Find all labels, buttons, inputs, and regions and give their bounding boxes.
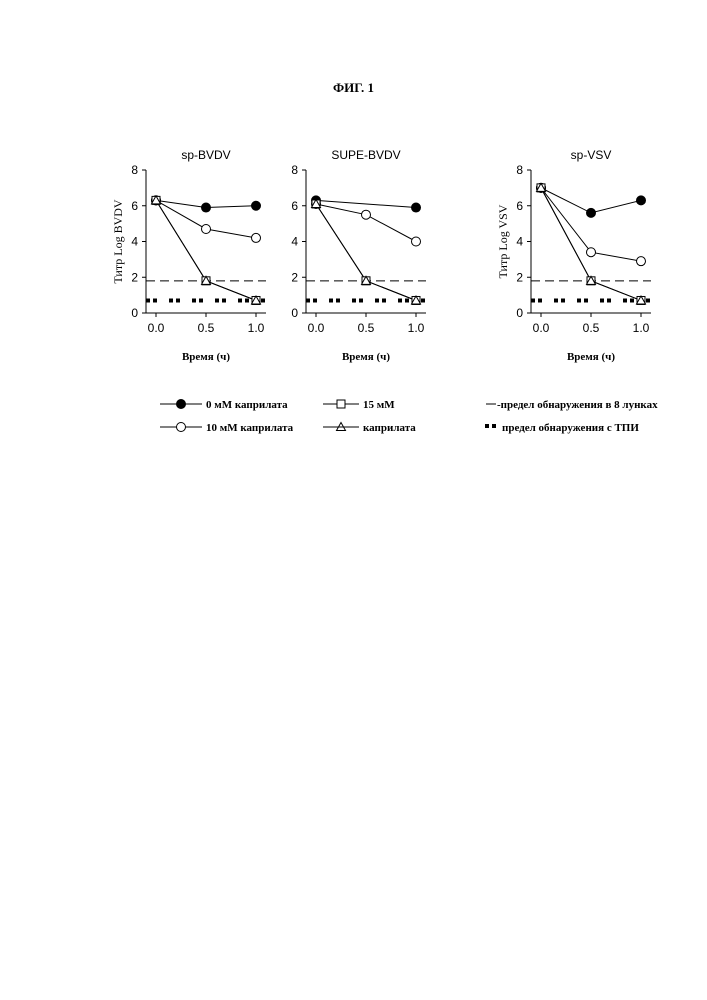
series-2-point (252, 233, 261, 242)
panel-2: SUPE-BVDV 0 2 4 6 8 0.0 0.5 1.0 Время (ч) (291, 148, 426, 363)
panel-title: sp-BVDV (181, 148, 230, 162)
legend-item: 10 мМ каприлата (160, 422, 294, 434)
y-tick-label: 2 (516, 270, 523, 284)
y-tick-label: 4 (131, 235, 138, 249)
legend-label: 10 мМ каприлата (206, 422, 294, 434)
legend-item: -предел обнаружения в 8 лунках (486, 399, 658, 411)
y-tick-label: 6 (291, 199, 298, 213)
series-2-line (316, 204, 416, 242)
x-axis-label: Время (ч) (182, 351, 230, 363)
y-tick-label: 0 (131, 306, 138, 320)
x-tick-label: 0.5 (358, 321, 375, 335)
series-2-point (637, 257, 646, 266)
series-2-point-shape (252, 233, 261, 242)
series-2-point (587, 248, 596, 257)
series-2-point-shape (587, 248, 596, 257)
legend-label: 15 мМ (363, 399, 395, 411)
series-1-point (252, 201, 261, 210)
y-tick-label: 0 (291, 306, 298, 320)
panel-title: sp-VSV (571, 148, 612, 162)
legend-dot-marker (485, 424, 489, 428)
legend-item: предел обнаружения с ТПИ (485, 422, 639, 434)
legend-marker-shape (177, 400, 186, 409)
series-1-point (412, 203, 421, 212)
legend: 0 мМ каприлата 10 мМ каприлата 15 мМ каприл… (160, 399, 658, 434)
series-2-point-shape (202, 224, 211, 233)
y-tick-label: 8 (516, 163, 523, 177)
series-2-point (412, 237, 421, 246)
x-axis-label: Время (ч) (342, 351, 390, 363)
x-tick-label: 1.0 (408, 321, 425, 335)
series-1-point-shape (637, 196, 646, 205)
y-tick-label: 8 (291, 163, 298, 177)
x-tick-label: 0.5 (583, 321, 600, 335)
series-2-point-shape (362, 210, 371, 219)
y-tick-label: 2 (291, 270, 298, 284)
legend-label: каприлата (363, 422, 416, 434)
series-1-point (637, 196, 646, 205)
x-tick-label: 0.0 (533, 321, 550, 335)
x-tick-label: 1.0 (633, 321, 650, 335)
legend-item: 15 мМ (323, 399, 395, 411)
series-4-line (156, 200, 256, 300)
panel-title: SUPE-BVDV (331, 148, 400, 162)
y-tick-label: 6 (131, 199, 138, 213)
y-axis-label: Титр Log BVDV (111, 199, 125, 284)
x-tick-label: 0.0 (308, 321, 325, 335)
legend-marker-shape (177, 423, 186, 432)
legend-marker (337, 400, 345, 408)
x-axis-label: Время (ч) (567, 351, 615, 363)
legend-label: 0 мМ каприлата (206, 399, 288, 411)
panel-1: sp-BVDV 0 2 4 6 8 0.0 0.5 1.0 Время (ч) Титр Log B… (111, 148, 266, 363)
series-1-point-shape (587, 208, 596, 217)
legend-label: -предел обнаружения в 8 лунках (497, 399, 658, 411)
series-1-line (316, 200, 416, 207)
series-2-point-shape (637, 257, 646, 266)
legend-label: предел обнаружения с ТПИ (502, 422, 639, 434)
x-tick-label: 0.5 (198, 321, 215, 335)
series-1-point (587, 208, 596, 217)
series-2-point (202, 224, 211, 233)
legend-marker (177, 423, 186, 432)
series-2-point-shape (412, 237, 421, 246)
legend-marker (177, 400, 186, 409)
panel-3: sp-VSV 0 2 4 6 8 0.0 0.5 1.0 Время (ч) Титр Log VS… (496, 148, 651, 363)
x-tick-label: 0.0 (148, 321, 165, 335)
y-tick-label: 0 (516, 306, 523, 320)
y-tick-label: 6 (516, 199, 523, 213)
series-1-point (202, 203, 211, 212)
y-axis-label: Титр Log VSV (496, 204, 510, 278)
series-1-point-shape (202, 203, 211, 212)
series-3-line (156, 200, 256, 300)
series-1-point-shape (252, 201, 261, 210)
y-tick-label: 8 (131, 163, 138, 177)
y-tick-label: 4 (291, 235, 298, 249)
x-tick-label: 1.0 (248, 321, 265, 335)
series-1-point-shape (412, 203, 421, 212)
legend-dot-marker (492, 424, 496, 428)
y-tick-label: 2 (131, 270, 138, 284)
series-2-point (362, 210, 371, 219)
legend-item: каприлата (323, 422, 416, 434)
legend-item: 0 мМ каприлата (160, 399, 288, 411)
legend-marker-shape (337, 400, 345, 408)
y-tick-label: 4 (516, 235, 523, 249)
